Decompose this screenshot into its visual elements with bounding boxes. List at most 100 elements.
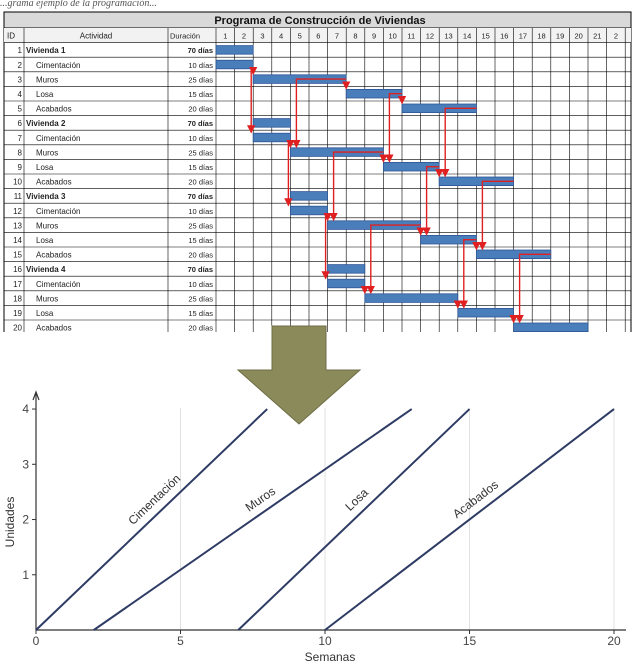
gantt-row-id: 1 [18, 46, 23, 55]
gantt-row-duration: 70 días [188, 192, 213, 201]
gantt-row-activity: Muros [36, 294, 58, 303]
gantt-row-activity: Vivienda 4 [26, 265, 66, 274]
gantt-summary-bar [215, 45, 254, 55]
x-tick-label: 0 [33, 634, 40, 648]
gantt-task-bar [364, 293, 459, 303]
gantt-task-bar [215, 59, 254, 70]
y-tick-label: 3 [22, 457, 29, 471]
gantt-row-duration: 20 días [188, 178, 213, 187]
gantt-row-duration: 20 días [188, 324, 213, 332]
dependency-arrow [441, 107, 477, 178]
series-label: Cimentación [125, 471, 183, 527]
gantt-week-header: 14 [463, 32, 471, 41]
x-tick-label: 5 [177, 634, 184, 648]
gantt-row-activity: Acabados [36, 251, 72, 260]
gantt-week-header: 9 [372, 32, 376, 41]
gantt-row-activity: Vivienda 1 [26, 46, 66, 55]
caption-text: ...grama ejemplo de la programación... [0, 0, 157, 9]
gantt-row-id: 9 [18, 163, 23, 172]
gantt-row-duration: 10 días [188, 61, 213, 70]
gantt-row-duration: 15 días [188, 309, 213, 318]
gantt-row-id: 10 [13, 178, 22, 187]
gantt-row-id: 17 [13, 280, 22, 289]
gantt-row-activity: Muros [36, 221, 58, 230]
gantt-row-activity: Cimentación [36, 61, 80, 70]
gantt-week-header: 3 [260, 32, 264, 41]
gantt-row-activity: Acabados [36, 178, 72, 187]
gantt-row-id: 2 [18, 61, 23, 70]
gantt-task-bar [252, 132, 291, 143]
gantt-week-header: 21 [593, 32, 601, 41]
gantt-row-activity: Vivienda 3 [26, 192, 66, 201]
gantt-week-header: 18 [537, 32, 545, 41]
gantt-title: Programa de Construcción de Viviendas [214, 15, 425, 27]
y-axis-label: Unidades [3, 497, 17, 548]
gantt-row-id: 8 [18, 148, 23, 157]
gantt-row-duration: 70 días [188, 265, 213, 274]
dependency-arrow [459, 239, 477, 309]
gantt-row-activity: Losa [36, 236, 54, 245]
gantt-week-header: 2 [614, 32, 618, 41]
gantt-row-activity: Vivienda 2 [26, 119, 66, 128]
gantt-row-duration: 70 días [188, 46, 213, 55]
gantt-row-duration: 15 días [188, 236, 213, 245]
series-label: Losa [342, 485, 371, 513]
gantt-header-duration: Duración [170, 32, 200, 41]
gantt-row-activity: Losa [36, 309, 54, 318]
gantt-week-header: 4 [279, 32, 283, 41]
gantt-week-header: 8 [353, 32, 357, 41]
gantt-row-activity: Losa [36, 90, 54, 99]
gantt-row-id: 19 [13, 309, 22, 318]
gantt-row-id: 5 [18, 105, 23, 114]
gantt-row-duration: 15 días [188, 90, 213, 99]
gantt-row-id: 7 [18, 134, 23, 143]
gantt-week-header: 13 [444, 32, 452, 41]
gantt-week-header: 11 [407, 32, 415, 41]
gantt-summary-bar [327, 264, 366, 274]
dependency-arrow [515, 253, 551, 324]
gantt-row-id: 15 [13, 251, 22, 260]
dependency-arrow [422, 166, 440, 236]
gantt-summary-bar [252, 118, 291, 128]
y-axis-arrow-icon [32, 390, 40, 401]
dependency-arrow [385, 93, 402, 163]
gantt-week-header: 12 [426, 32, 434, 41]
gantt-row-activity: Cimentación [36, 134, 80, 143]
gantt-week-header: 7 [335, 32, 339, 41]
gantt-task-bar [438, 176, 515, 187]
gantt-task-bar [289, 205, 328, 216]
gantt-task-bar [513, 322, 589, 332]
gantt-week-header: 1 [223, 32, 227, 41]
gantt-week-header: 5 [298, 32, 302, 41]
gantt-task-bar [457, 307, 514, 318]
gantt-week-header: 6 [316, 32, 320, 41]
series-line [324, 408, 615, 631]
gantt-row-id: 3 [18, 75, 23, 84]
gantt-row-duration: 25 días [188, 148, 213, 157]
series-label: Muros [243, 484, 278, 515]
gantt-summary-bar [289, 191, 328, 201]
dependency-arrow [366, 224, 421, 295]
gantt-row-id: 4 [18, 90, 23, 99]
gantt-row-duration: 70 días [188, 119, 213, 128]
gantt-header-row [4, 28, 631, 43]
gantt-row-id: 18 [13, 294, 22, 303]
gantt-header-activity: Actividad [80, 32, 112, 41]
gantt-row-activity: Acabados [36, 324, 72, 332]
gantt-row-activity: Muros [36, 75, 58, 84]
gantt-week-header: 19 [556, 32, 564, 41]
gantt-row-id: 11 [14, 192, 23, 201]
series-line [35, 408, 268, 631]
dependency-arrow [292, 78, 347, 149]
y-tick-label: 1 [22, 568, 29, 582]
x-tick-label: 10 [318, 634, 332, 648]
gantt-week-header: 17 [519, 32, 527, 41]
gantt-row-id: 16 [13, 265, 22, 274]
dependency-arrow [329, 151, 384, 222]
gantt-header-id: ID [7, 32, 15, 41]
gantt-row-id: 12 [13, 207, 22, 216]
gantt-row-activity: Losa [36, 163, 54, 172]
gantt-task-bar [327, 278, 366, 289]
gantt-week-header: 10 [389, 32, 397, 41]
